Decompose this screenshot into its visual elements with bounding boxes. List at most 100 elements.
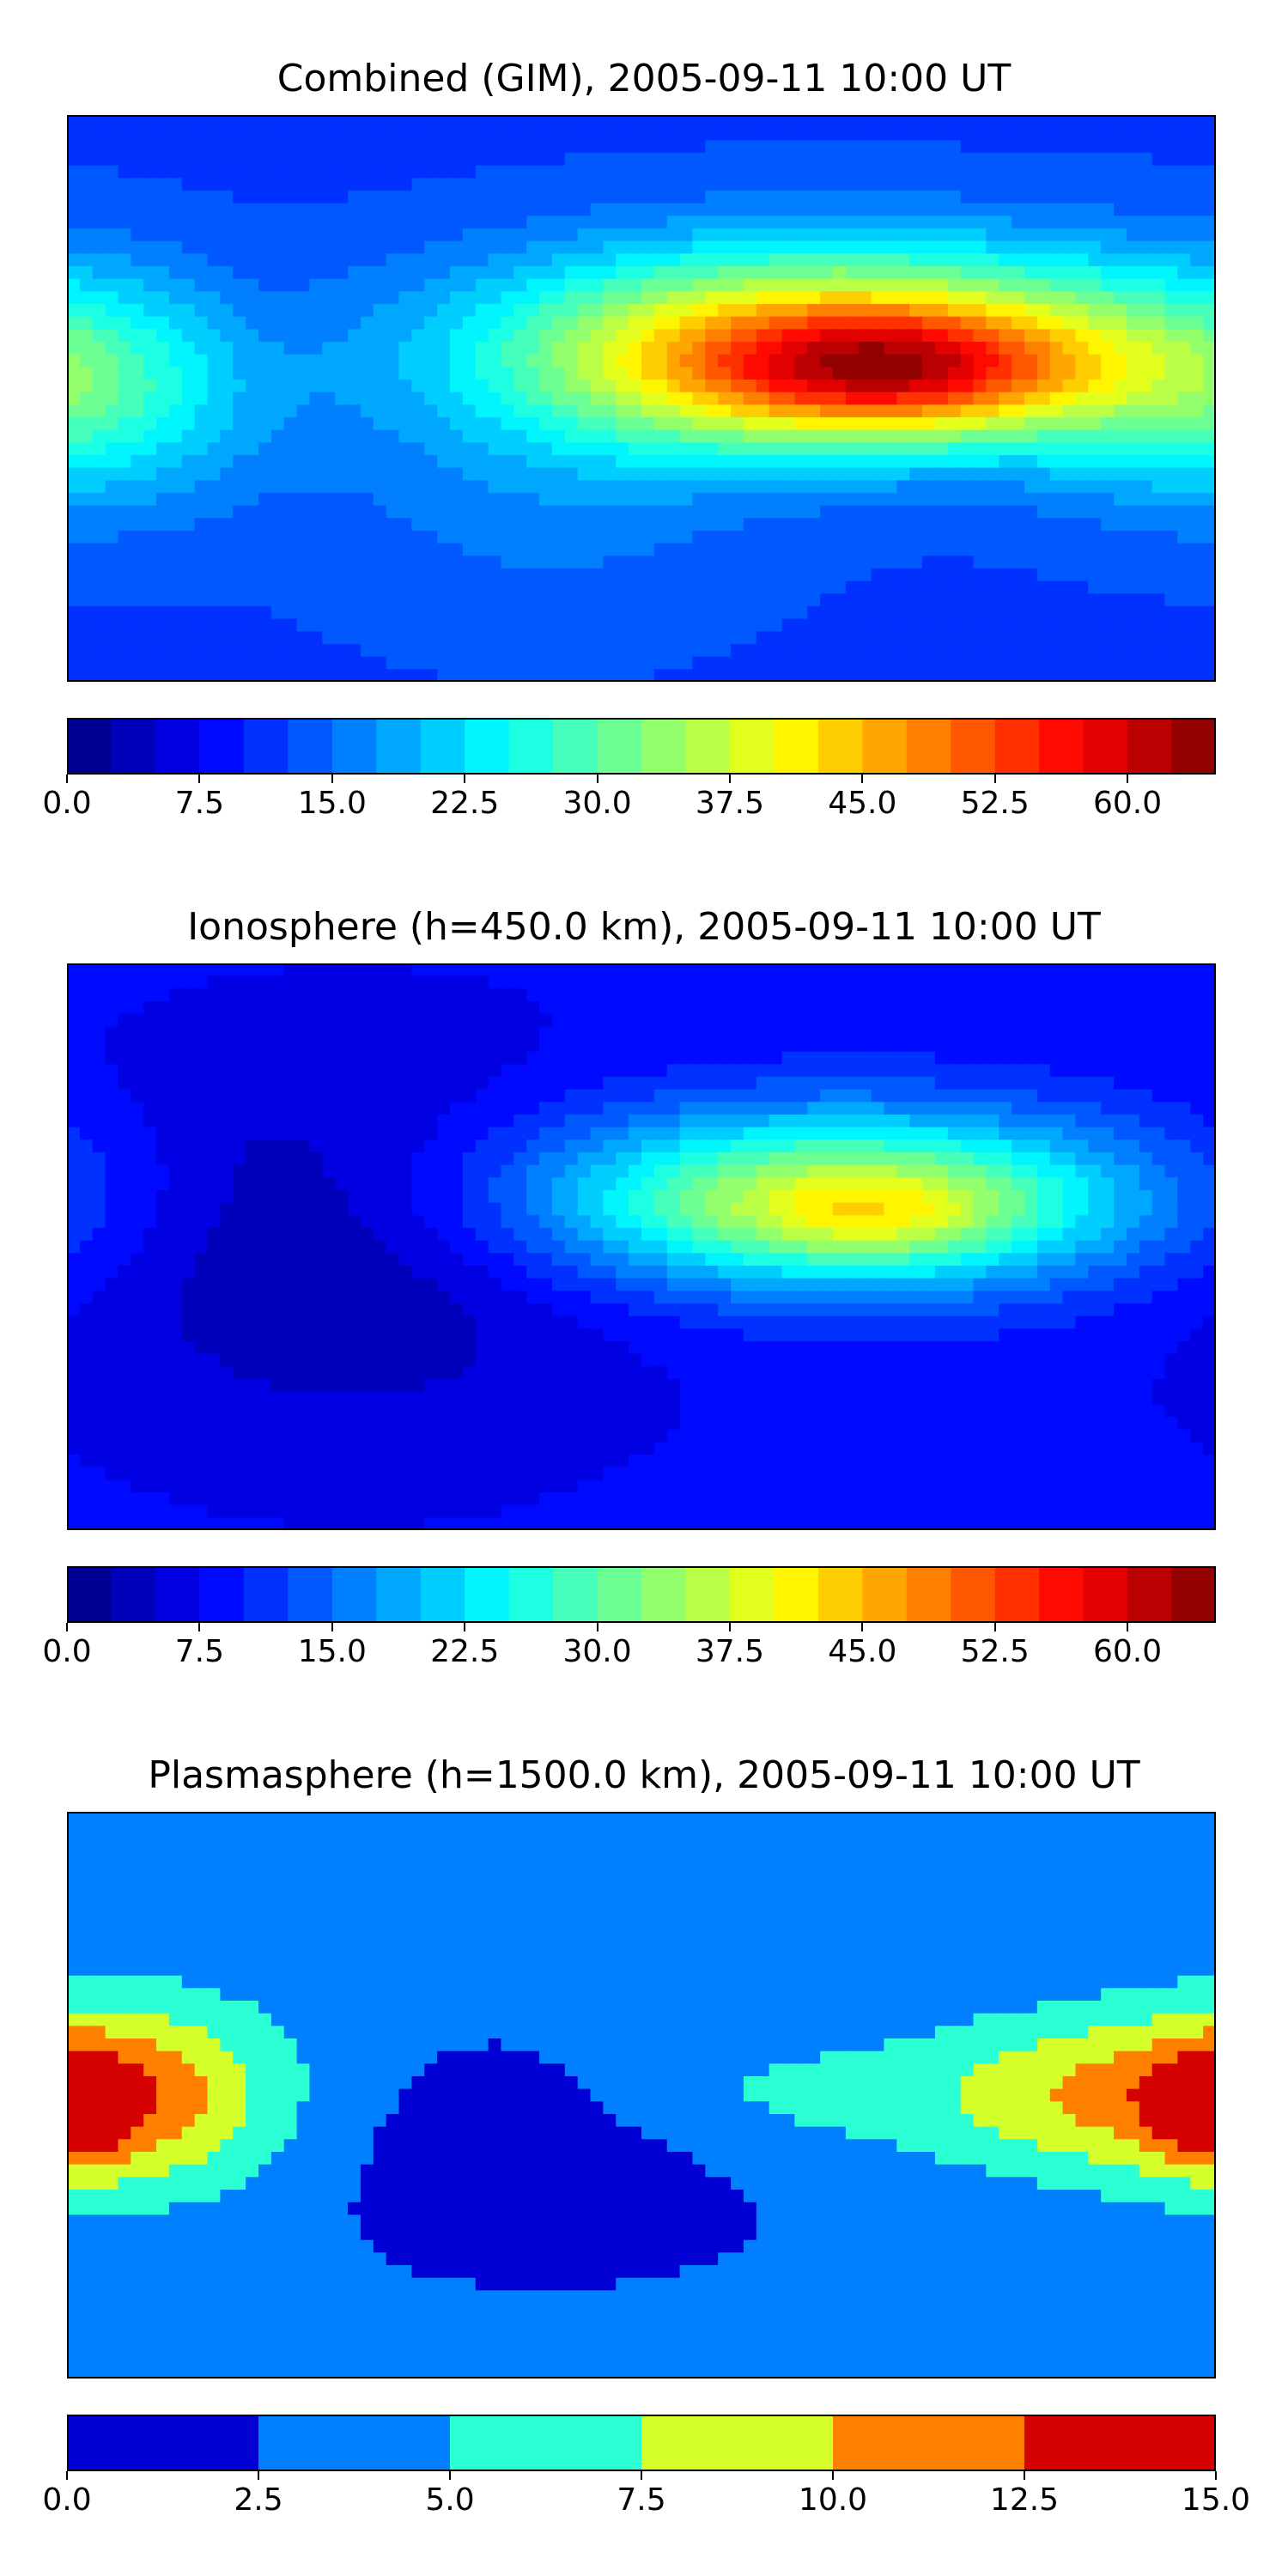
heatmap-cell <box>296 178 311 191</box>
heatmap-cell <box>1024 429 1038 443</box>
heatmap-cell <box>1049 140 1064 154</box>
heatmap-cell <box>603 140 617 154</box>
heatmap-cell <box>922 1013 936 1027</box>
heatmap-cell <box>833 1051 847 1065</box>
heatmap-cell <box>603 203 617 216</box>
heatmap-cell <box>1126 392 1140 405</box>
heatmap-cell <box>386 669 400 682</box>
heatmap-cell <box>641 631 655 645</box>
heatmap-cell <box>322 606 336 620</box>
heatmap-cell <box>922 975 936 989</box>
heatmap-cell <box>258 618 272 632</box>
heatmap-cell <box>1164 1064 1178 1078</box>
heatmap-cell <box>1190 593 1204 607</box>
heatmap-cell <box>1024 975 1038 989</box>
heatmap-cell <box>360 556 374 569</box>
heatmap-cell <box>348 467 361 481</box>
heatmap-cell <box>718 531 732 544</box>
heatmap-cell <box>118 580 131 594</box>
heatmap-cell <box>934 165 949 179</box>
heatmap-cell <box>1164 354 1178 368</box>
heatmap-cell <box>1088 417 1102 431</box>
heatmap-cell <box>194 1064 209 1078</box>
heatmap-cell <box>462 963 477 977</box>
heatmap-cell <box>220 404 234 418</box>
heatmap-cell <box>411 354 425 368</box>
heatmap-cell <box>718 656 732 670</box>
heatmap-cell <box>1203 380 1216 393</box>
heatmap-cell <box>1088 153 1102 167</box>
heatmap-cell <box>360 1064 374 1078</box>
heatmap-cell <box>335 568 349 582</box>
heatmap-cell <box>731 304 744 318</box>
heatmap-cell <box>462 367 477 380</box>
heatmap-cell <box>220 1001 234 1015</box>
heatmap-cell <box>858 1077 872 1091</box>
heatmap-cell <box>769 354 783 368</box>
heatmap-cell <box>526 606 540 620</box>
colorbar-frame <box>67 718 1216 775</box>
heatmap-cell <box>488 988 502 1002</box>
heatmap-cell <box>807 480 821 494</box>
heatmap-cell <box>207 644 221 658</box>
heatmap-cell <box>233 291 246 305</box>
heatmap-cell <box>1036 316 1051 330</box>
heatmap-cell <box>871 367 885 380</box>
panel-1-heatmap <box>67 115 1216 682</box>
heatmap-cell <box>539 1077 553 1091</box>
heatmap-cell <box>641 153 655 167</box>
heatmap-cell <box>833 140 847 154</box>
heatmap-cell <box>794 1026 808 1040</box>
heatmap-cell <box>1101 153 1115 167</box>
heatmap-cell <box>909 669 923 682</box>
heatmap-cell <box>1190 115 1204 129</box>
heatmap-cell <box>960 1039 975 1053</box>
heatmap-cell <box>194 593 209 607</box>
heatmap-cell <box>246 191 259 204</box>
heatmap-cell <box>871 291 885 305</box>
heatmap-cell <box>233 644 246 658</box>
colorbar-swatch <box>641 718 687 775</box>
colorbar-swatch <box>288 718 333 775</box>
heatmap-cell <box>1049 354 1064 368</box>
heatmap-cell <box>679 165 694 179</box>
heatmap-cell <box>92 580 106 594</box>
heatmap-cell <box>181 392 196 405</box>
heatmap-cell <box>564 367 579 380</box>
heatmap-cell <box>973 240 987 254</box>
heatmap-cell <box>513 291 527 305</box>
heatmap-cell <box>270 531 285 544</box>
heatmap-cell <box>731 593 744 607</box>
heatmap-cell <box>270 203 285 216</box>
heatmap-cell <box>462 1064 477 1078</box>
heatmap-cell <box>348 278 361 292</box>
heatmap-cell <box>769 153 783 167</box>
heatmap-cell <box>156 1077 170 1091</box>
heatmap-cell <box>1012 278 1025 292</box>
heatmap-cell <box>233 1051 246 1065</box>
heatmap-cell <box>283 178 298 191</box>
heatmap-cell <box>258 304 272 318</box>
heatmap-cell <box>270 329 285 343</box>
heatmap-cell <box>871 1064 885 1078</box>
heatmap-cell <box>1139 455 1153 469</box>
heatmap-cell <box>577 580 592 594</box>
heatmap-cell <box>960 631 975 645</box>
heatmap-cell <box>896 392 910 405</box>
heatmap-cell <box>539 505 553 519</box>
heatmap-cell <box>386 593 400 607</box>
heatmap-cell <box>526 656 540 670</box>
heatmap-cell <box>309 380 323 393</box>
heatmap-cell <box>833 291 847 305</box>
heatmap-cell <box>947 191 962 204</box>
heatmap-cell <box>539 518 553 532</box>
heatmap-cell <box>118 556 131 569</box>
heatmap-cell <box>577 178 592 191</box>
heatmap-cell <box>603 1001 617 1015</box>
heatmap-cell <box>539 417 553 431</box>
heatmap-cell <box>233 1039 246 1053</box>
heatmap-cell <box>603 165 617 179</box>
heatmap-cell <box>781 266 795 280</box>
heatmap-cell <box>1190 228 1204 242</box>
heatmap-cell <box>156 1051 170 1065</box>
